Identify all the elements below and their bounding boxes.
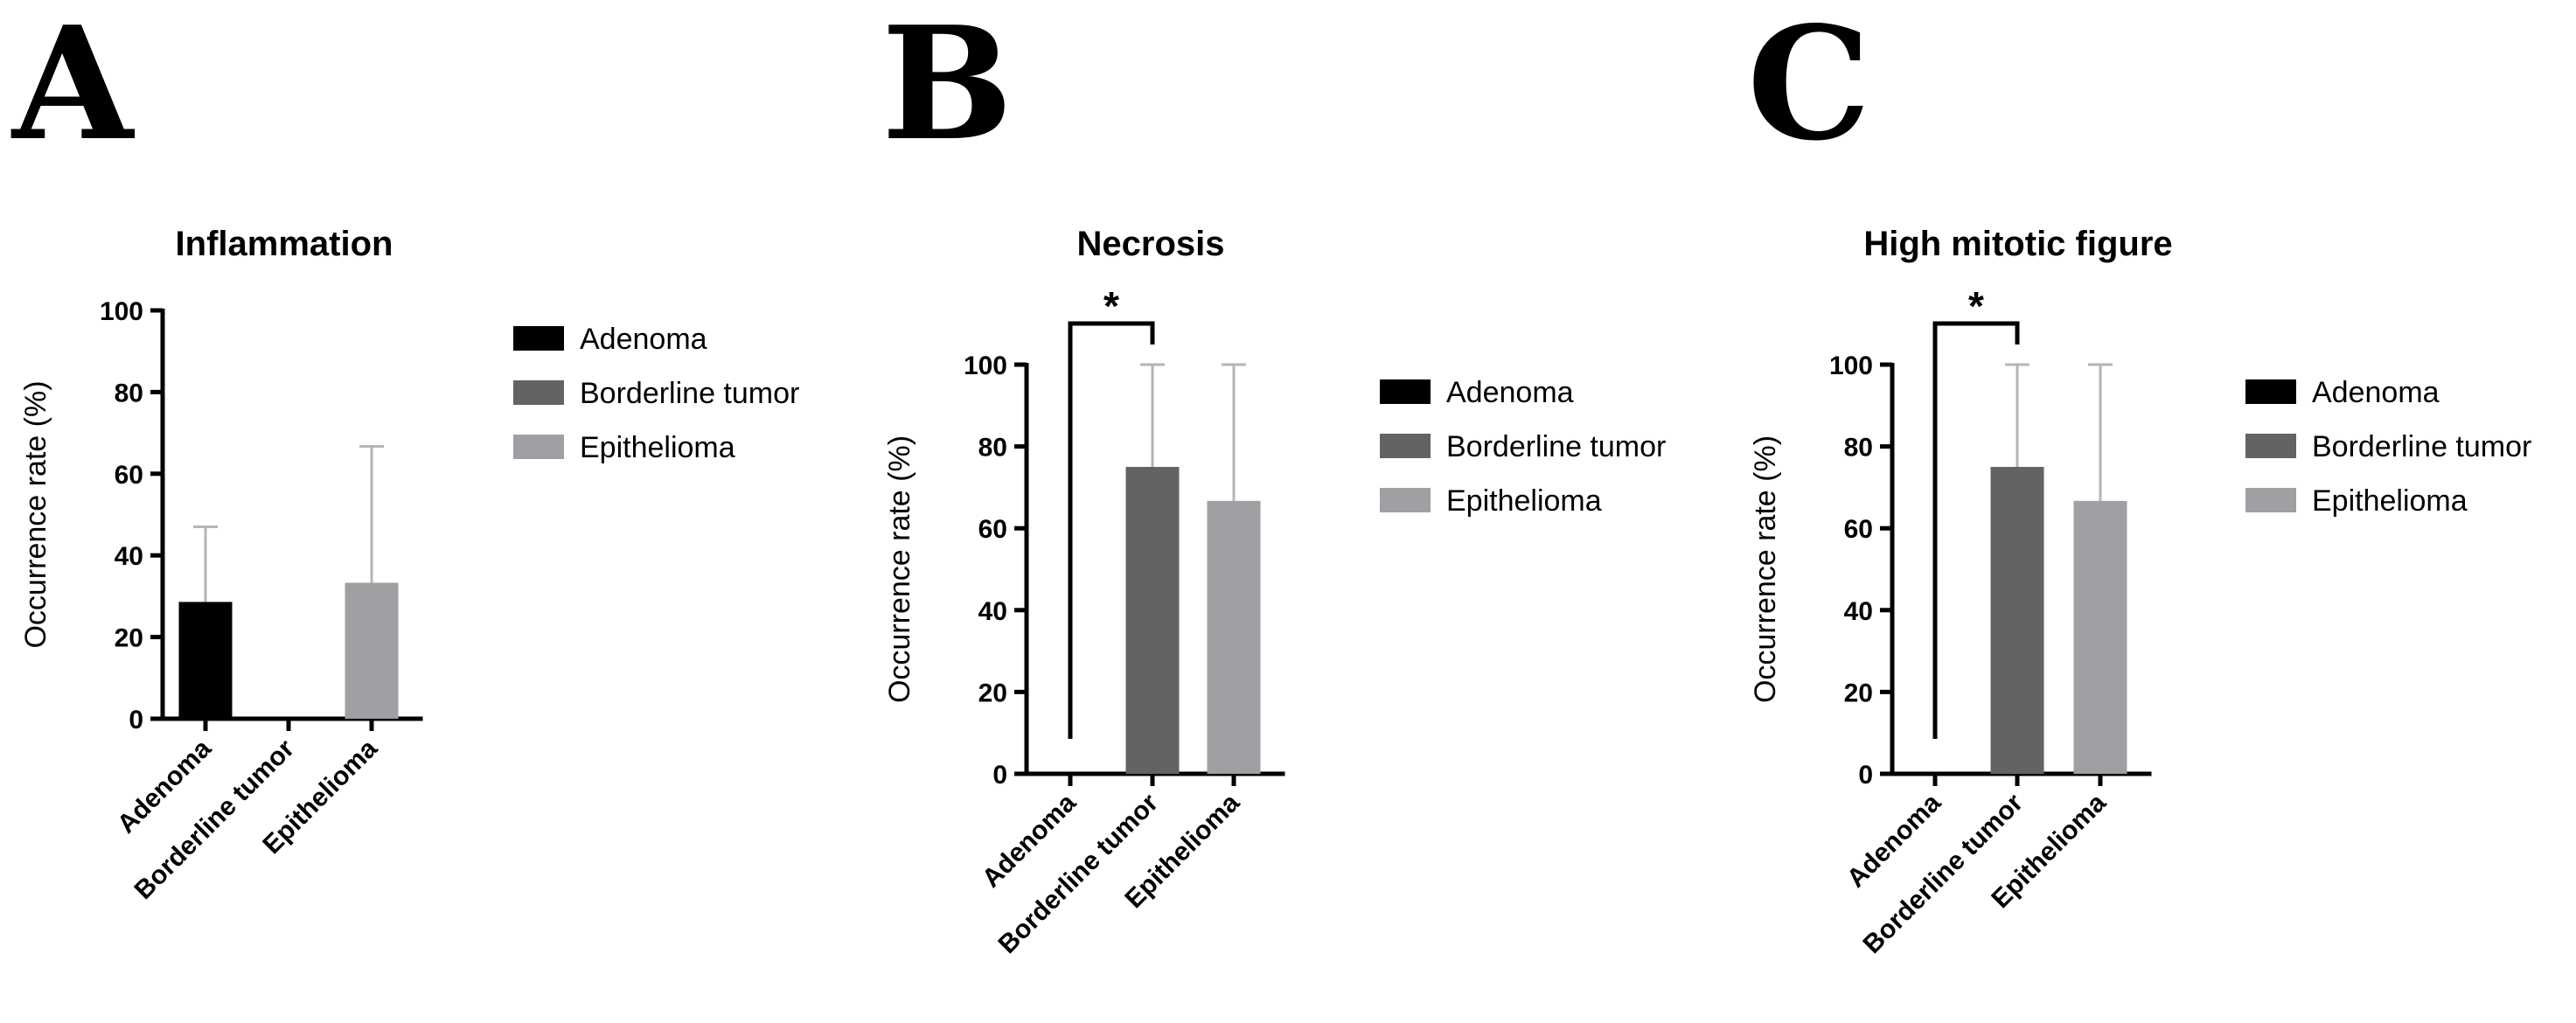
bar-epithelioma xyxy=(2073,500,2127,774)
y-tick-label: 40 xyxy=(1844,597,1873,626)
y-tick-label: 100 xyxy=(1829,351,1873,380)
bar-epithelioma xyxy=(1207,500,1261,774)
legend-label: Epithelioma xyxy=(1446,484,1602,518)
chart-panel-a: A Inflammation 0 20 40 60 80 100 Occurrence rate… xyxy=(10,0,799,905)
legend-swatch-adenoma xyxy=(2245,379,2296,404)
legend-swatch-borderline-tumor xyxy=(2245,434,2296,458)
legend-swatch-adenoma xyxy=(1380,379,1431,404)
panel-letter: A xyxy=(10,0,136,175)
legend-label: Epithelioma xyxy=(580,431,735,464)
legend-label: Borderline tumor xyxy=(2312,430,2531,463)
x-category-label: Borderline tumor xyxy=(1858,788,2029,959)
y-tick-label: 80 xyxy=(1844,434,1873,463)
y-axis-label: Occurrence rate (%) xyxy=(1749,435,1782,703)
y-tick-label: 20 xyxy=(978,679,1007,707)
legend-label: Adenoma xyxy=(2312,376,2440,409)
bar-borderline-tumor xyxy=(1990,467,2044,774)
bar-epithelioma xyxy=(345,582,399,719)
bar-adenoma xyxy=(178,602,233,719)
chart-title: Inflammation xyxy=(176,225,393,263)
legend-swatch-borderline-tumor xyxy=(513,380,564,405)
y-tick-label: 100 xyxy=(100,297,143,326)
y-tick-label: 0 xyxy=(1858,761,1873,790)
panel-letter: C xyxy=(1747,0,1871,175)
chart-panel-c: C High mitotic figure 0 20 40 60 80 100 Occurren… xyxy=(1747,0,2531,959)
significance-bracket xyxy=(1068,321,1155,739)
x-category-label: Borderline tumor xyxy=(129,734,301,905)
y-tick-label: 40 xyxy=(115,542,143,571)
y-tick-label: 60 xyxy=(115,461,143,490)
y-tick-label: 40 xyxy=(978,597,1007,626)
y-axis-label: Occurrence rate (%) xyxy=(19,380,52,648)
legend-label: Borderline tumor xyxy=(1446,430,1666,463)
y-tick-label: 100 xyxy=(964,351,1007,380)
legend-swatch-borderline-tumor xyxy=(1380,434,1431,458)
panel-letter: B xyxy=(881,0,1013,175)
legend-swatch-epithelioma xyxy=(2245,488,2296,512)
legend-swatch-epithelioma xyxy=(513,435,564,459)
legend-label: Adenoma xyxy=(580,323,707,356)
significance-star: * xyxy=(1104,283,1119,329)
legend-label: Epithelioma xyxy=(2312,484,2468,518)
bar-borderline-tumor xyxy=(1125,467,1180,774)
legend-label: Borderline tumor xyxy=(580,377,799,410)
legend-swatch-epithelioma xyxy=(1380,488,1431,512)
chart-title: High mitotic figure xyxy=(1863,225,2172,263)
legend-swatch-adenoma xyxy=(513,326,564,351)
y-tick-label: 20 xyxy=(1844,679,1873,707)
significance-star: * xyxy=(1968,283,1984,329)
y-tick-label: 60 xyxy=(978,515,1007,544)
y-tick-label: 80 xyxy=(115,379,143,407)
significance-bracket xyxy=(1932,321,2020,739)
y-axis-label: Occurrence rate (%) xyxy=(883,435,916,703)
y-tick-label: 60 xyxy=(1844,515,1873,544)
chart-title: Necrosis xyxy=(1077,225,1225,263)
y-tick-label: 80 xyxy=(978,434,1007,463)
y-tick-label: 20 xyxy=(115,624,143,653)
y-tick-label: 0 xyxy=(129,706,143,734)
legend-label: Adenoma xyxy=(1446,376,1574,409)
chart-panel-b: B Necrosis 0 20 40 60 80 100 Occurrence rate (%)… xyxy=(881,0,1666,959)
y-tick-label: 0 xyxy=(992,761,1007,790)
